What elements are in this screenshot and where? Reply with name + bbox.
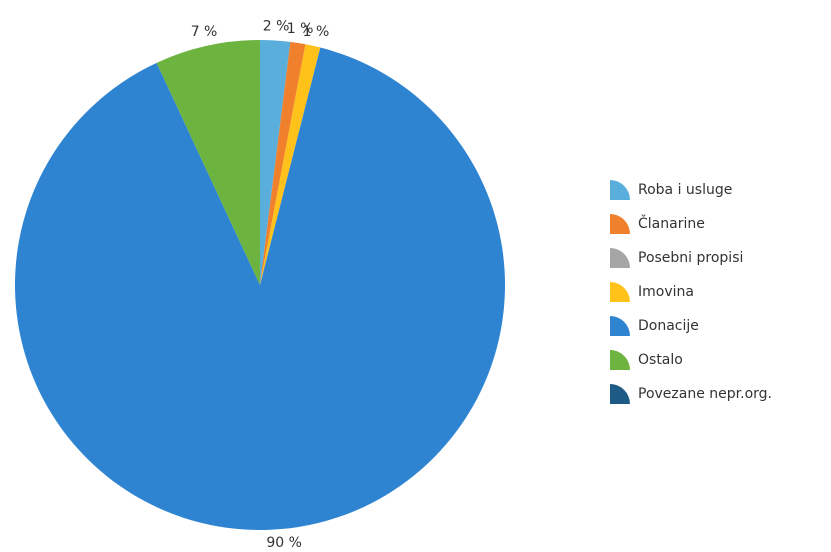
legend-label: Roba i usluge bbox=[638, 182, 732, 198]
pie-slice bbox=[260, 44, 321, 285]
legend-swatch bbox=[610, 350, 630, 370]
legend-label: Članarine bbox=[638, 214, 705, 232]
legend-swatch bbox=[610, 214, 630, 234]
data-label: 2 % bbox=[263, 19, 290, 35]
data-label: 1 % bbox=[287, 21, 314, 37]
data-label: 90 % bbox=[266, 535, 302, 551]
pie-slice bbox=[14, 47, 506, 531]
legend-swatch bbox=[610, 316, 630, 336]
legend-label: Ostalo bbox=[638, 352, 683, 368]
pie-slice bbox=[156, 40, 260, 285]
legend-label: Imovina bbox=[638, 284, 694, 300]
legend-swatch bbox=[610, 384, 630, 404]
legend-label: Povezane nepr.org. bbox=[638, 386, 772, 402]
legend-swatch bbox=[610, 282, 630, 302]
legend-label: Donacije bbox=[638, 318, 699, 334]
legend-swatch bbox=[610, 180, 630, 200]
data-label: 7 % bbox=[191, 24, 218, 40]
pie-slice bbox=[260, 41, 306, 285]
legend-label: Posebni propisi bbox=[638, 250, 743, 266]
data-label: 1 % bbox=[303, 24, 330, 40]
legend-swatch bbox=[610, 248, 630, 268]
pie-slice bbox=[260, 40, 291, 285]
